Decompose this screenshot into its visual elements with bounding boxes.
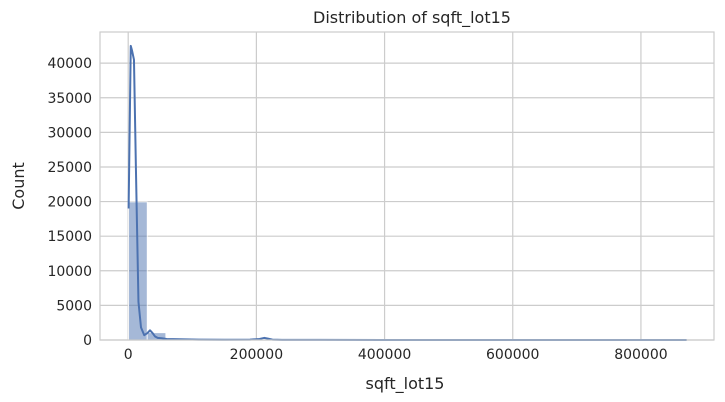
y-tick-label: 0 [83, 333, 92, 349]
y-tick-label: 25000 [47, 160, 92, 176]
x-axis-ticks: 0 200000 400000 600000 800000 [124, 347, 668, 363]
y-tick-label: 30000 [47, 125, 92, 141]
x-axis-label: sqft_lot15 [366, 374, 445, 394]
y-tick-label: 5000 [56, 298, 92, 314]
y-tick-label: 35000 [47, 91, 92, 107]
x-tick-label: 800000 [614, 347, 667, 363]
x-tick-label: 400000 [358, 347, 411, 363]
y-tick-label: 20000 [47, 195, 92, 211]
chart-title: Distribution of sqft_lot15 [313, 8, 511, 28]
y-tick-label: 10000 [47, 264, 92, 280]
plot-border [99, 31, 715, 341]
y-axis-label: Count [9, 162, 28, 210]
plot-area [100, 32, 714, 340]
y-tick-label: 40000 [47, 56, 92, 72]
y-tick-label: 15000 [47, 229, 92, 245]
y-axis-ticks: 0 5000 10000 15000 20000 25000 30000 35000 40000 [47, 56, 92, 349]
x-tick-label: 600000 [486, 347, 539, 363]
x-tick-label: 0 [124, 347, 133, 363]
plot-frame [99, 31, 715, 341]
x-tick-label: 200000 [230, 347, 283, 363]
